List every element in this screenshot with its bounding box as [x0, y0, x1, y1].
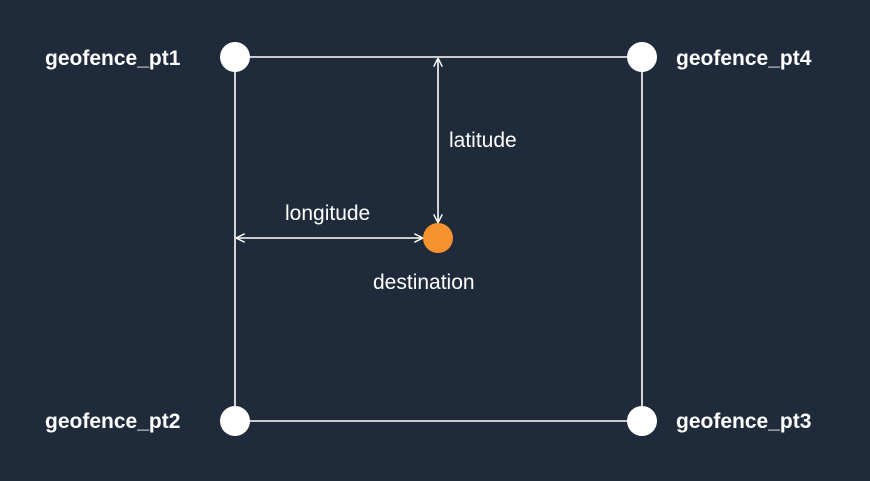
geofence-pt2-marker — [220, 406, 250, 436]
destination-label: destination — [373, 271, 475, 294]
latitude-label: latitude — [449, 129, 517, 152]
geofence-pt3-label: geofence_pt3 — [676, 410, 811, 433]
longitude-label: longitude — [285, 202, 370, 225]
geofence-pt1-label: geofence_pt1 — [45, 47, 181, 70]
geofence-pt3-marker — [627, 406, 657, 436]
geofence-pt4-label: geofence_pt4 — [676, 47, 812, 70]
geofence-pt1-marker — [220, 42, 250, 72]
destination-marker — [423, 223, 453, 253]
geofence-pt4-marker — [627, 42, 657, 72]
geofence-pt2-label: geofence_pt2 — [45, 410, 180, 433]
